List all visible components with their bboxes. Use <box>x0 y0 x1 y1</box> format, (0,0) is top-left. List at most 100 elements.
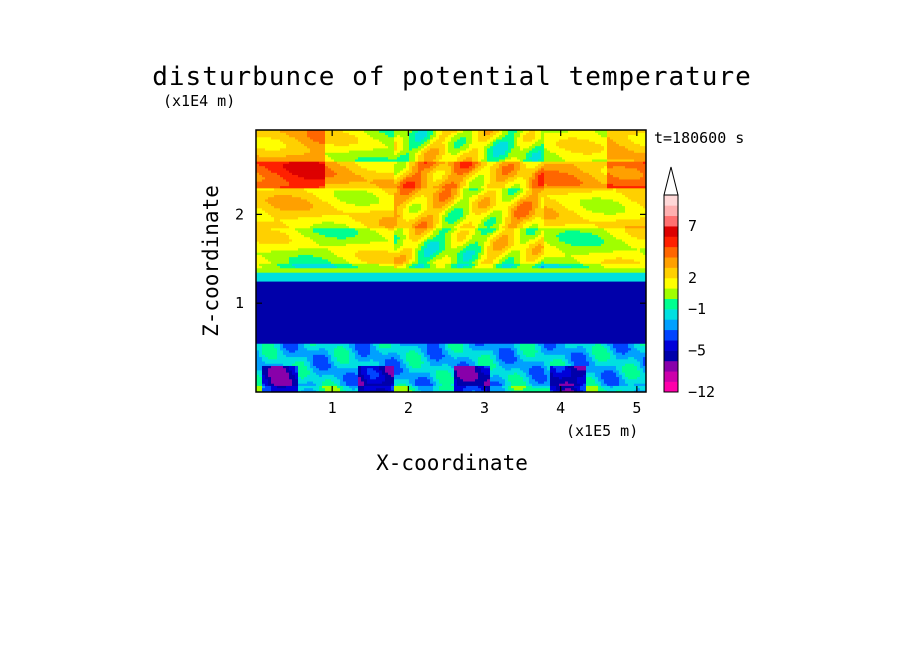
field-cell <box>367 181 371 184</box>
field-cell <box>307 336 311 340</box>
field-cell <box>325 267 329 271</box>
field-cell <box>280 358 284 362</box>
field-cell <box>358 225 362 229</box>
field-cell <box>262 254 266 258</box>
field-cell <box>277 149 281 153</box>
field-cell <box>310 340 314 344</box>
field-cell <box>301 161 305 164</box>
field-cell <box>376 320 380 324</box>
field-cell <box>343 232 347 235</box>
field-cell <box>337 269 341 273</box>
field-cell <box>313 303 317 307</box>
field-cell <box>313 178 317 182</box>
field-cell <box>280 280 284 284</box>
field-cell <box>283 289 287 293</box>
field-cell <box>295 305 299 309</box>
field-cell <box>286 367 290 371</box>
field-cell <box>289 300 293 304</box>
field-cell <box>367 234 371 238</box>
field-cell <box>268 174 272 178</box>
field-cell <box>310 349 314 353</box>
field-cell <box>370 205 374 209</box>
field-cell <box>262 214 266 218</box>
field-cell <box>292 258 296 262</box>
field-cell <box>370 241 374 244</box>
field-cell <box>328 272 332 275</box>
field-cell <box>322 198 326 202</box>
field-cell <box>340 189 344 193</box>
field-cell <box>379 334 383 338</box>
field-cell <box>262 336 266 340</box>
field-cell <box>367 163 371 167</box>
field-cell <box>268 163 272 167</box>
field-cell <box>349 130 353 133</box>
field-cell <box>271 360 275 364</box>
field-cell <box>340 345 344 349</box>
field-cell <box>289 207 293 211</box>
field-cell <box>286 147 290 151</box>
field-cell <box>367 130 371 133</box>
field-cell <box>286 307 290 311</box>
field-cell <box>367 325 371 329</box>
field-cell <box>352 130 356 133</box>
field-cell <box>379 367 383 371</box>
field-cell <box>334 327 338 331</box>
field-cell <box>346 221 350 224</box>
field-cell <box>337 198 341 202</box>
field-cell <box>379 365 383 369</box>
field-cell <box>361 147 365 151</box>
field-cell <box>352 360 356 364</box>
field-cell <box>343 247 347 251</box>
field-cell <box>370 152 374 156</box>
field-cell <box>277 218 281 222</box>
field-cell <box>322 172 326 176</box>
field-cell <box>292 309 296 313</box>
field-cell <box>283 221 287 224</box>
field-cell <box>310 249 314 253</box>
field-cell <box>259 367 263 371</box>
field-cell <box>346 212 350 215</box>
field-cell <box>256 296 260 300</box>
field-cell <box>325 327 329 331</box>
field-cell <box>325 232 329 235</box>
field-cell <box>328 167 332 171</box>
field-cell <box>382 385 386 389</box>
field-cell <box>280 241 284 244</box>
field-cell <box>337 221 341 224</box>
field-cell <box>310 287 314 291</box>
field-cell <box>382 383 386 386</box>
field-cell <box>289 332 293 335</box>
field-cell <box>292 176 296 180</box>
field-cell <box>370 325 374 329</box>
field-cell <box>319 172 323 176</box>
field-cell <box>259 383 263 386</box>
field-cell <box>364 156 368 160</box>
field-cell <box>313 243 317 247</box>
field-cell <box>349 340 353 344</box>
field-cell <box>322 241 326 244</box>
field-cell <box>286 269 290 273</box>
field-cell <box>349 256 353 260</box>
field-cell <box>310 183 314 187</box>
field-cell <box>352 221 356 224</box>
field-cell <box>310 356 314 360</box>
field-cell <box>328 232 332 235</box>
field-cell <box>325 181 329 184</box>
field-cell <box>304 158 308 162</box>
field-cell <box>325 289 329 293</box>
field-cell <box>337 167 341 171</box>
field-cell <box>337 309 341 313</box>
field-cell <box>292 192 296 195</box>
field-cell <box>322 303 326 307</box>
field-cell <box>283 203 287 207</box>
field-cell <box>313 367 317 371</box>
field-cell <box>301 247 305 251</box>
field-cell <box>301 338 305 342</box>
field-cell <box>334 287 338 291</box>
field-cell <box>268 238 272 242</box>
field-cell <box>262 367 266 371</box>
field-cell <box>295 374 299 378</box>
field-cell <box>307 369 311 373</box>
field-cell <box>274 229 278 233</box>
field-cell <box>337 325 341 329</box>
